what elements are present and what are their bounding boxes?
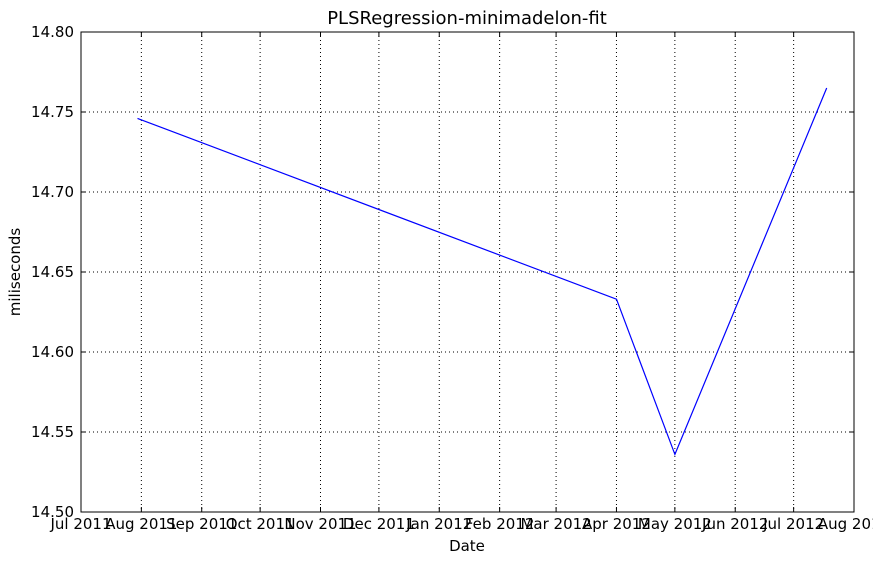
y-tick-label: 14.75 bbox=[31, 103, 74, 121]
x-tick-label: Oct 2011 bbox=[226, 515, 295, 533]
x-tick-label: Jun 2012 bbox=[701, 515, 768, 533]
x-tick-label: Mar 2012 bbox=[520, 515, 591, 533]
x-tick-label: Dec 2011 bbox=[343, 515, 415, 533]
x-tick-label: Aug 2012 bbox=[818, 515, 873, 533]
y-tick-label: 14.55 bbox=[31, 423, 74, 441]
y-axis-title: miliseconds bbox=[6, 228, 24, 317]
x-tick-label: Apr 2012 bbox=[582, 515, 651, 533]
series-line bbox=[137, 87, 828, 457]
y-tick-label: 14.70 bbox=[31, 183, 74, 201]
x-tick-label: Jul 2011 bbox=[49, 515, 111, 533]
y-tick-label: 14.80 bbox=[31, 23, 74, 41]
x-tick-label: Sep 2011 bbox=[166, 515, 237, 533]
x-tick-label: Feb 2012 bbox=[465, 515, 535, 533]
y-tick-label: 14.60 bbox=[31, 343, 74, 361]
chart-title: PLSRegression-minimadelon-fit bbox=[327, 8, 607, 29]
grid-lines bbox=[81, 32, 854, 512]
y-tick-label: 14.65 bbox=[31, 263, 74, 281]
tick-marks bbox=[80, 31, 855, 513]
x-tick-label: Nov 2011 bbox=[284, 515, 356, 533]
series-layer bbox=[137, 87, 828, 457]
x-tick-label: Jul 2012 bbox=[762, 515, 824, 533]
plot-background bbox=[81, 32, 854, 512]
x-tick-label: Aug 2011 bbox=[105, 515, 177, 533]
x-tick-label: May 2012 bbox=[638, 515, 712, 533]
y-tick-labels: 14.50 14.55 14.60 14.65 14.70 14.75 14.80 bbox=[31, 23, 74, 521]
x-axis-title: Date bbox=[449, 537, 485, 555]
y-tick-label: 14.50 bbox=[31, 503, 74, 521]
x-tick-label: Jan 2012 bbox=[405, 515, 472, 533]
